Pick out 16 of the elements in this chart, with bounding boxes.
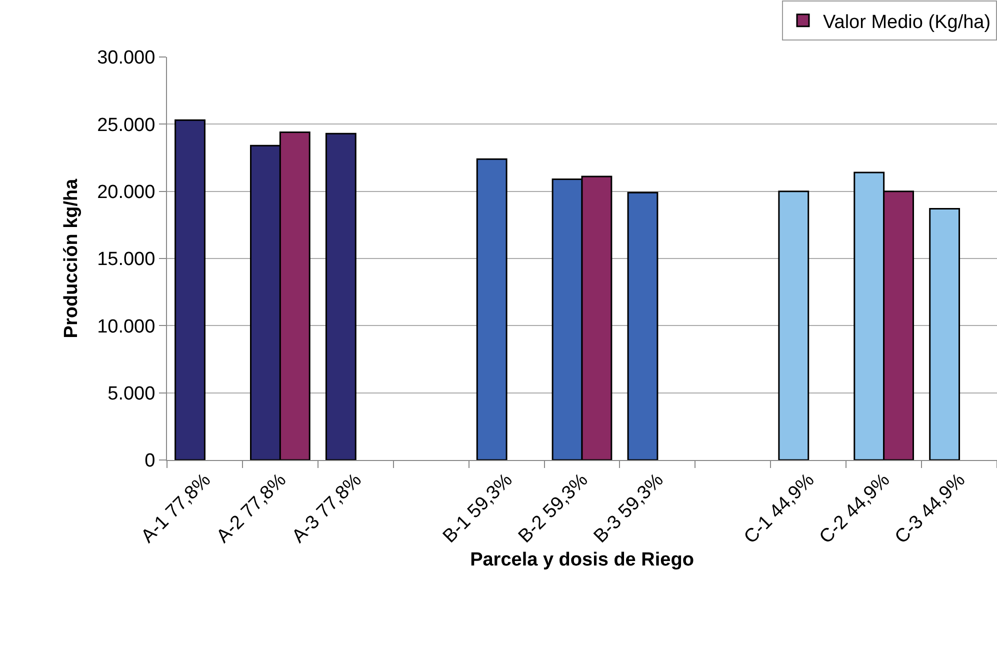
y-tick-label: 5.000 [108, 383, 156, 404]
bar [476, 158, 508, 460]
y-tick-label: 30.000 [97, 48, 156, 69]
bar [174, 119, 206, 460]
bar [627, 192, 658, 460]
y-tick-label: 10.000 [97, 316, 156, 338]
bar [325, 132, 356, 460]
y-tick-label: 0 [144, 450, 156, 472]
y-tick-label: 25.000 [97, 114, 156, 136]
bar [929, 208, 960, 460]
y-axis-title: Producción kg/ha [60, 178, 82, 338]
y-tick-label: 20.000 [97, 182, 156, 203]
x-axis-title: Parcela y dosis de Riego [470, 549, 694, 570]
bar [778, 190, 810, 460]
y-tick-label: 15.000 [97, 249, 156, 270]
legend-label: Valor Medio (Kg/ha) [823, 12, 991, 33]
